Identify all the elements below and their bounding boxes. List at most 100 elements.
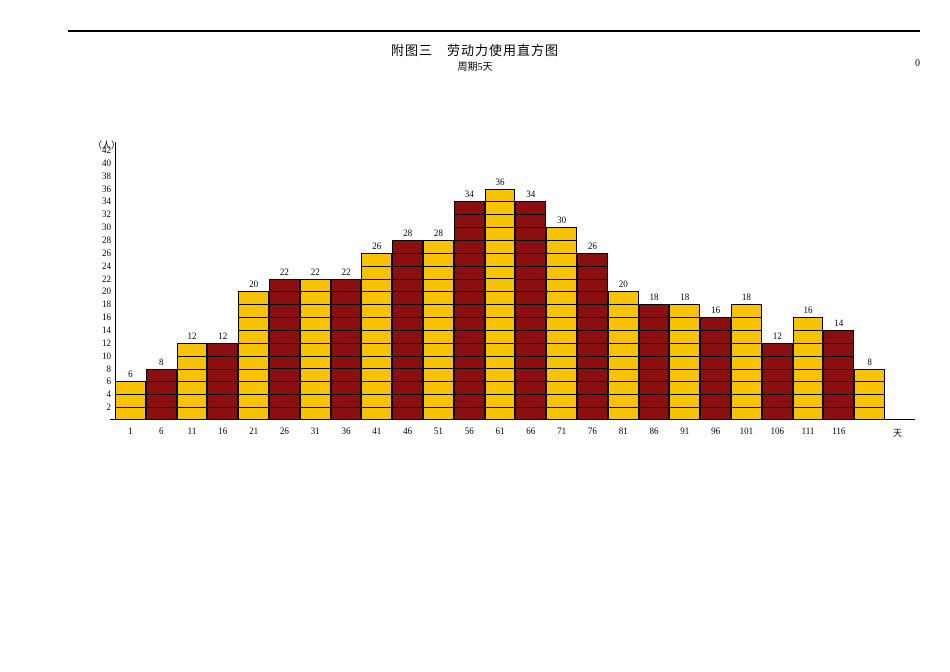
y-tick-label: 4 <box>93 389 111 399</box>
histogram-bar <box>300 279 331 420</box>
bar-value-label: 22 <box>342 267 351 277</box>
x-tick-label: 106 <box>770 426 784 436</box>
y-tick-label: 22 <box>93 274 111 284</box>
histogram-bar <box>361 253 392 420</box>
bar-value-label: 26 <box>372 241 381 251</box>
y-tick-label: 38 <box>93 171 111 181</box>
bar-value-label: 18 <box>742 292 751 302</box>
histogram-bar <box>608 291 639 420</box>
y-tick-label: 8 <box>93 364 111 374</box>
x-tick-label: 41 <box>372 426 381 436</box>
x-tick-label: 91 <box>680 426 689 436</box>
y-tick-label: 34 <box>93 196 111 206</box>
x-tick-label: 101 <box>740 426 754 436</box>
histogram-bar <box>331 279 362 420</box>
x-tick-label: 31 <box>311 426 320 436</box>
x-tick-label: 116 <box>832 426 845 436</box>
bar-value-label: 22 <box>311 267 320 277</box>
bar-value-label: 12 <box>218 331 227 341</box>
top-border-rule <box>68 30 920 32</box>
y-tick-label: 2 <box>93 402 111 412</box>
y-tick-label: 20 <box>93 286 111 296</box>
y-tick-label: 30 <box>93 222 111 232</box>
histogram-bar <box>854 369 885 420</box>
x-tick-label: 111 <box>802 426 815 436</box>
y-tick-label: 14 <box>93 325 111 335</box>
y-tick-label: 26 <box>93 248 111 258</box>
histogram-bar <box>146 369 177 420</box>
x-tick-label: 86 <box>650 426 659 436</box>
bar-value-label: 20 <box>619 279 628 289</box>
histogram-bar <box>639 304 670 420</box>
x-axis-unit-label: 天 <box>893 426 902 439</box>
histogram-bar <box>700 317 731 420</box>
bar-value-label: 28 <box>403 228 412 238</box>
x-tick-label: 96 <box>711 426 720 436</box>
histogram-bar <box>238 291 269 420</box>
x-tick-label: 71 <box>557 426 566 436</box>
bar-value-label: 20 <box>249 279 258 289</box>
top-right-value: 0 <box>915 58 920 69</box>
bar-value-label: 16 <box>804 305 813 315</box>
bar-value-label: 28 <box>434 228 443 238</box>
x-tick-label: 1 <box>128 426 133 436</box>
y-tick-label: 32 <box>93 209 111 219</box>
x-tick-label: 76 <box>588 426 597 436</box>
bar-value-label: 8 <box>159 357 164 367</box>
histogram-bar <box>115 381 146 420</box>
histogram-bar <box>423 240 454 420</box>
bar-value-label: 18 <box>650 292 659 302</box>
bar-value-label: 16 <box>711 305 720 315</box>
x-tick-label: 16 <box>218 426 227 436</box>
histogram-bar <box>762 343 793 420</box>
histogram-bar <box>454 201 485 420</box>
histogram-bar <box>269 279 300 420</box>
bar-value-label: 8 <box>867 357 872 367</box>
x-tick-label: 51 <box>434 426 443 436</box>
x-tick-label: 6 <box>159 426 164 436</box>
histogram-bar <box>207 343 238 420</box>
y-tick-label: 40 <box>93 158 111 168</box>
y-tick-label: 16 <box>93 312 111 322</box>
y-axis-line <box>115 142 116 420</box>
bar-value-label: 30 <box>557 215 566 225</box>
histogram-bar <box>177 343 208 420</box>
chart-plot-area <box>115 150 885 420</box>
y-tick-label: 24 <box>93 261 111 271</box>
histogram-bar <box>485 189 516 420</box>
x-tick-label: 61 <box>496 426 505 436</box>
x-tick-label: 56 <box>465 426 474 436</box>
histogram-bar <box>669 304 700 420</box>
x-tick-label: 81 <box>619 426 628 436</box>
bar-value-label: 34 <box>526 189 535 199</box>
histogram-bar <box>731 304 762 420</box>
x-tick-label: 36 <box>342 426 351 436</box>
chart-title: 附图三 劳动力使用直方图 <box>0 40 950 59</box>
bar-value-label: 22 <box>280 267 289 277</box>
bar-value-label: 26 <box>588 241 597 251</box>
histogram-bar <box>823 330 854 420</box>
chart-subtitle: 周期5天 <box>0 58 950 73</box>
x-tick-label: 66 <box>526 426 535 436</box>
y-tick-label: 18 <box>93 299 111 309</box>
histogram-bar <box>515 201 546 420</box>
histogram-bar <box>546 227 577 420</box>
x-tick-label: 21 <box>249 426 258 436</box>
y-tick-label: 10 <box>93 351 111 361</box>
histogram-bar <box>577 253 608 420</box>
x-tick-label: 11 <box>188 426 197 436</box>
y-tick-label: 28 <box>93 235 111 245</box>
page: 附图三 劳动力使用直方图 周期5天 0 （人） 2468101214161820… <box>0 0 950 672</box>
x-tick-label: 26 <box>280 426 289 436</box>
bar-value-label: 14 <box>834 318 843 328</box>
y-tick-label: 42 <box>93 145 111 155</box>
y-tick-label: 6 <box>93 376 111 386</box>
y-tick-label: 36 <box>93 184 111 194</box>
x-tick-label: 46 <box>403 426 412 436</box>
bar-value-label: 6 <box>128 369 133 379</box>
bar-value-label: 18 <box>680 292 689 302</box>
histogram-bar <box>793 317 824 420</box>
bar-value-label: 12 <box>188 331 197 341</box>
y-tick-label: 12 <box>93 338 111 348</box>
bar-value-label: 36 <box>496 177 505 187</box>
